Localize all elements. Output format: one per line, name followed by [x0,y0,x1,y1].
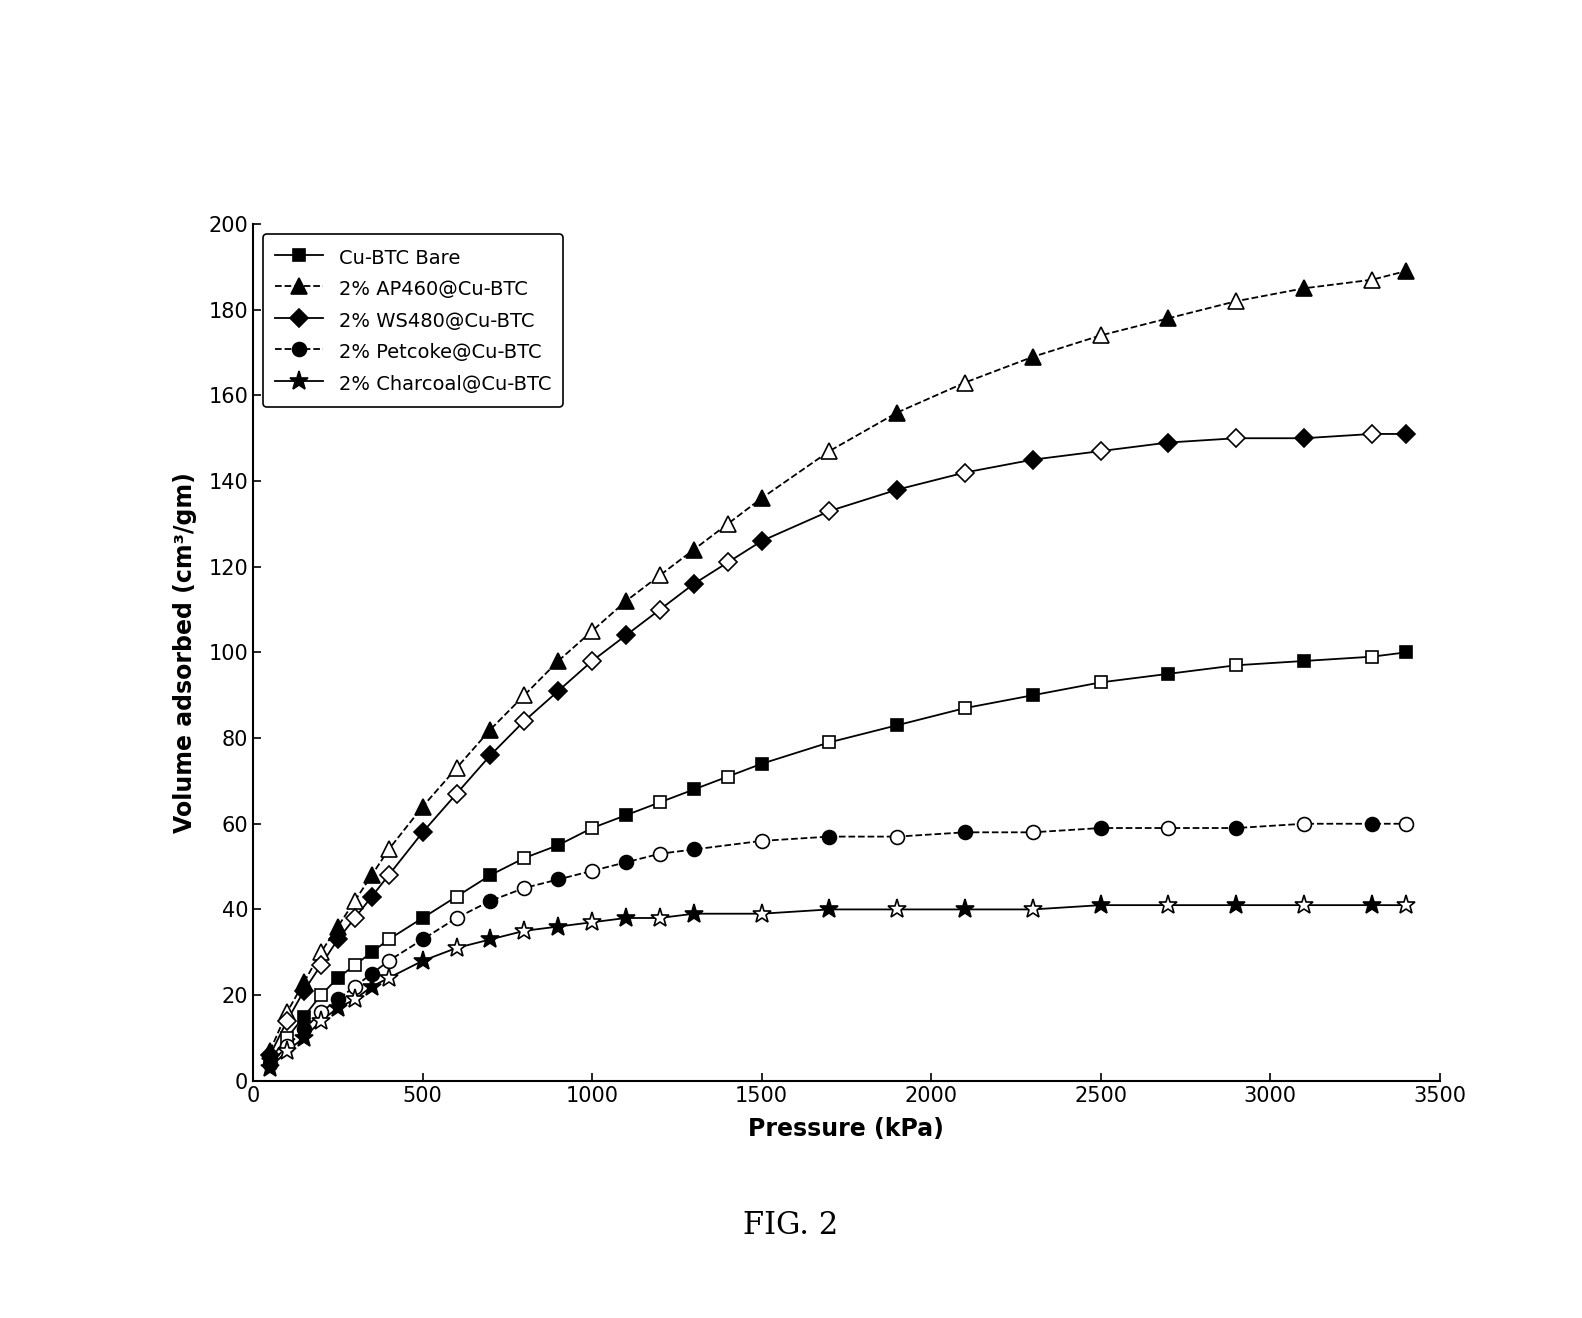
Y-axis label: Volume adsorbed (cm³/gm): Volume adsorbed (cm³/gm) [174,472,198,833]
X-axis label: Pressure (kPa): Pressure (kPa) [748,1116,944,1141]
Text: FIG. 2: FIG. 2 [744,1210,838,1242]
Legend: Cu-BTC Bare, 2% AP460@Cu-BTC, 2% WS480@Cu-BTC, 2% Petcoke@Cu-BTC, 2% Charcoal@Cu: Cu-BTC Bare, 2% AP460@Cu-BTC, 2% WS480@C… [263,233,563,407]
